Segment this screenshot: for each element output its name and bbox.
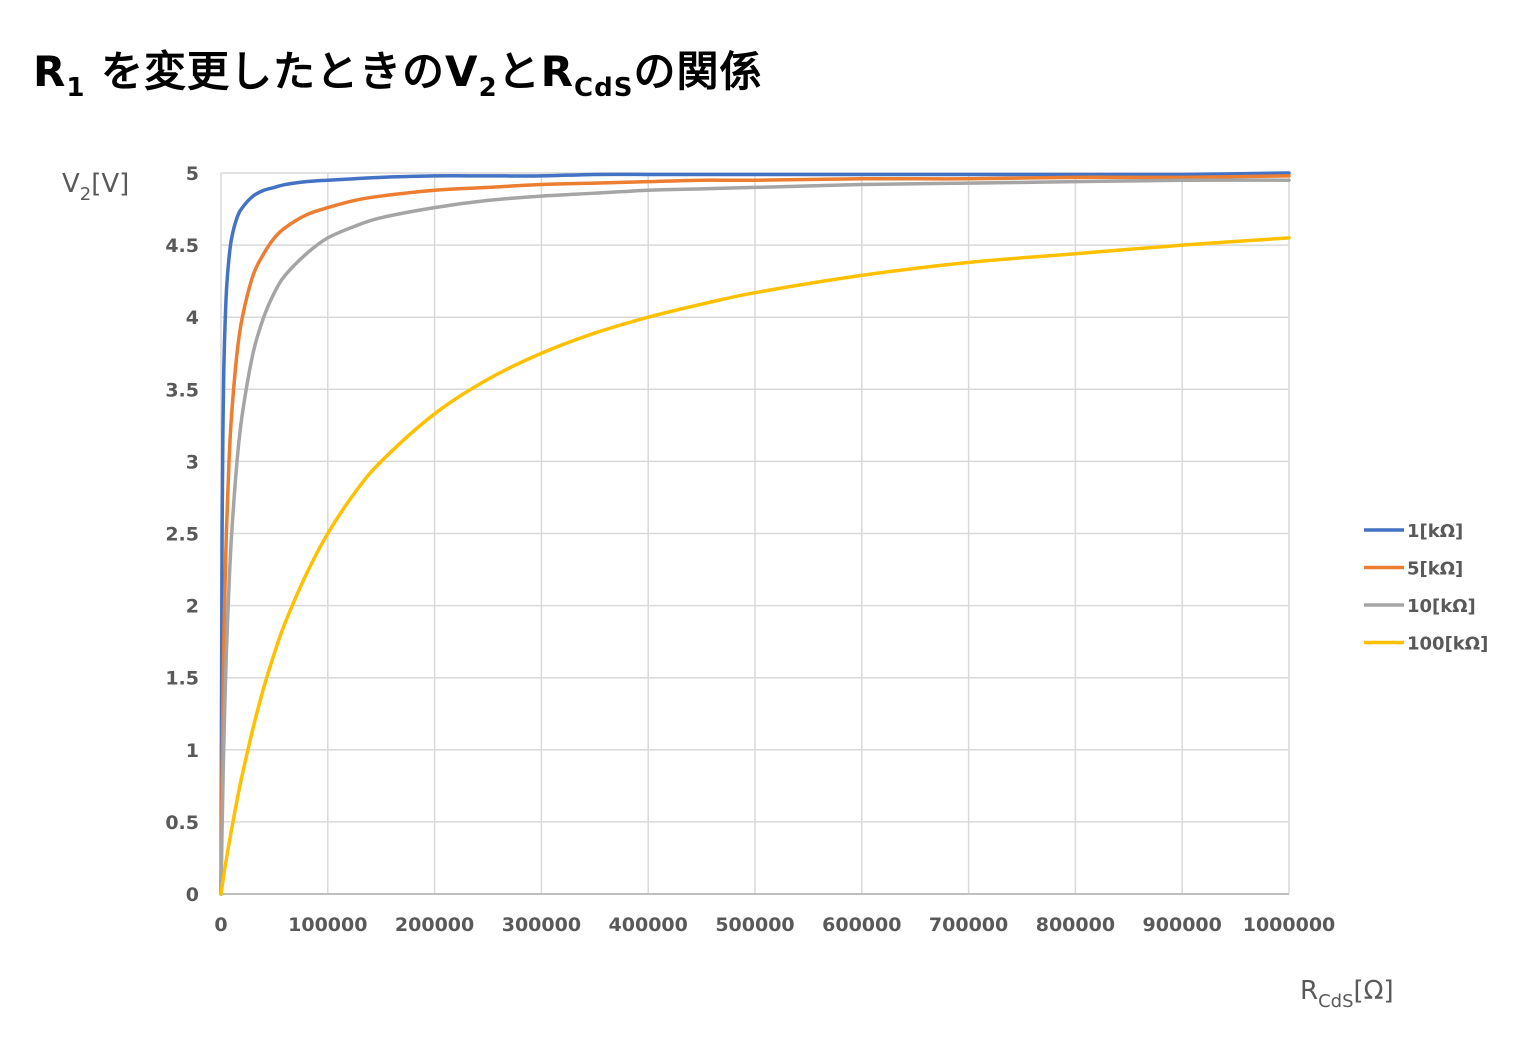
x-tick-label: 200000 bbox=[395, 914, 474, 936]
y-tick-label: 5 bbox=[186, 163, 199, 185]
y-axis-label-v: V bbox=[62, 169, 80, 199]
x-axis-label: RCdS[Ω] bbox=[1300, 976, 1394, 1012]
series-line-2 bbox=[219, 178, 1291, 896]
x-tick-label: 0 bbox=[214, 914, 227, 936]
x-tick-label: 900000 bbox=[1143, 914, 1222, 936]
y-tick-label: 4 bbox=[186, 307, 199, 329]
x-tick-label: 100000 bbox=[288, 914, 367, 936]
y-tick-label: 0.5 bbox=[165, 812, 199, 834]
y-tick-label: 2 bbox=[186, 596, 199, 618]
y-tick-label: 0 bbox=[186, 884, 199, 906]
y-tick-label: 1.5 bbox=[165, 668, 199, 690]
title-mid: を変更したときのV bbox=[85, 47, 479, 96]
title-sub-2: 2 bbox=[478, 73, 498, 103]
title-and-r: とR bbox=[497, 47, 575, 96]
x-axis-label-unit: [Ω] bbox=[1354, 976, 1394, 1006]
x-tick-label: 700000 bbox=[929, 914, 1008, 936]
legend-label-1: 5[kΩ] bbox=[1407, 559, 1463, 580]
y-tick-label: 4.5 bbox=[165, 235, 199, 257]
tick-labels: 0 0.5 1 1.5 2 2.5 3 3.5 4 4.5 5 0 100000 200000 300000… bbox=[165, 163, 1335, 936]
y-axis-label-unit: [V] bbox=[91, 169, 129, 199]
y-tick-label: 1 bbox=[186, 740, 199, 762]
legend: 1[kΩ] 5[kΩ] 10[kΩ] 100[kΩ] bbox=[1364, 521, 1488, 655]
title-sub-1: 1 bbox=[66, 73, 86, 103]
legend-label-3: 100[kΩ] bbox=[1407, 634, 1488, 655]
x-tick-label: 600000 bbox=[822, 914, 901, 936]
series-line-3 bbox=[219, 236, 1291, 896]
y-tick-label: 3.5 bbox=[165, 379, 199, 401]
title-r: R bbox=[33, 47, 67, 96]
title-sub-cds: CdS bbox=[574, 73, 634, 103]
series-line-1 bbox=[219, 174, 1291, 896]
x-axis-label-sub: CdS bbox=[1318, 991, 1353, 1012]
y-axis-label: V2[V] bbox=[62, 169, 129, 205]
legend-label-0: 1[kΩ] bbox=[1407, 521, 1463, 542]
x-tick-label: 500000 bbox=[715, 914, 794, 936]
series-line-0 bbox=[219, 171, 1291, 896]
x-tick-label: 400000 bbox=[609, 914, 688, 936]
x-tick-label: 800000 bbox=[1036, 914, 1115, 936]
title-end: の関係 bbox=[633, 47, 763, 96]
x-tick-label: 300000 bbox=[502, 914, 581, 936]
y-axis-label-sub: 2 bbox=[80, 184, 91, 205]
grid bbox=[220, 172, 1290, 895]
legend-label-2: 10[kΩ] bbox=[1407, 596, 1476, 617]
y-tick-label: 3 bbox=[186, 451, 199, 473]
y-tick-label: 2.5 bbox=[165, 524, 199, 546]
x-axis-label-r: R bbox=[1300, 976, 1318, 1006]
x-tick-label: 1000000 bbox=[1243, 914, 1336, 936]
chart-title: R1 を変更したときのV2とRCdSの関係 bbox=[33, 38, 762, 103]
series-lines bbox=[219, 171, 1291, 896]
